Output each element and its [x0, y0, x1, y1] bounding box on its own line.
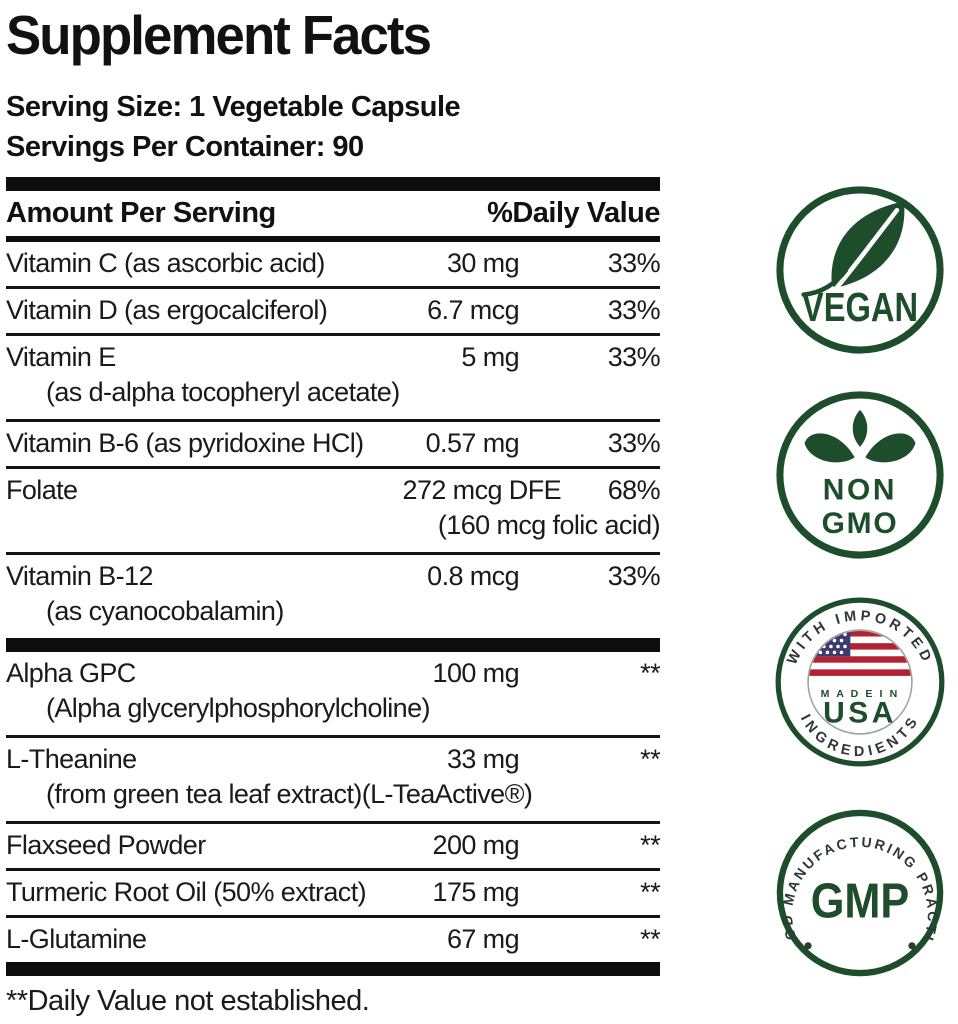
nutrient-amount: 5 mg: [461, 342, 519, 372]
table-row: Vitamin C (as ascorbic acid) 30 mg 33%: [6, 242, 661, 286]
nutrient-name: Vitamin D (as ergocalciferol): [6, 295, 328, 325]
gmp-badge: GOOD MANUFACTURING PRACTICE GMP: [772, 805, 948, 981]
table-header: Amount Per Serving %Daily Value: [6, 191, 660, 236]
nutrient-subline: (as d-alpha tocopheryl acetate): [46, 377, 400, 407]
nutrient-dv: 33%: [607, 295, 661, 325]
nutrient-amount: 175 mg: [432, 877, 520, 907]
serving-size: Serving Size: 1 Vegetable Capsule: [6, 91, 461, 123]
non-gmo-label-line2: GMO: [822, 507, 899, 540]
nutrient-name: L-Glutamine: [6, 924, 147, 954]
non-gmo-label-line1: NON: [823, 474, 897, 507]
nutrient-dv: **: [640, 744, 660, 774]
nutrient-dv: 33%: [607, 342, 661, 372]
nutrient-name: Vitamin E: [6, 342, 116, 372]
made-in-label: M A D E I N: [821, 688, 900, 700]
sprout-icon: [804, 409, 916, 463]
table-row: Vitamin D (as ergocalciferol) 6.7 mcg 33…: [6, 286, 661, 333]
nutrient-dv: 33%: [607, 561, 661, 591]
nutrient-subline: (from green tea leaf extract)(L-TeaActiv…: [46, 779, 533, 809]
nutrient-dv: **: [640, 658, 660, 688]
divider-medium-header: [6, 236, 660, 242]
nutrient-name: L-Theanine: [6, 744, 137, 774]
daily-value-footnote: **Daily Value not established.: [6, 985, 370, 1017]
servings-per-container: Servings Per Container: 90: [6, 131, 364, 163]
table-row: Alpha GPC 100 mg ** (Alpha glycerylphosp…: [6, 652, 661, 735]
made-in-usa-badge: WITH IMPORTED INGREDIENTS M A D E I N US…: [772, 594, 948, 770]
nutrient-amount: 0.57 mg: [425, 428, 520, 458]
divider-thick-middle: [6, 638, 660, 652]
nutrient-amount: 6.7 mcg: [427, 295, 519, 325]
gmp-badge-icon: GOOD MANUFACTURING PRACTICE GMP: [772, 805, 944, 977]
nutrient-name: Folate: [6, 475, 78, 505]
table-row: L-Theanine 33 mg ** (from green tea leaf…: [6, 735, 661, 821]
vegan-badge: VEGAN: [772, 182, 948, 358]
nutrient-amount: 67 mg: [446, 924, 520, 954]
header-daily-value: %Daily Value: [487, 197, 660, 229]
divider-thick-top: [6, 177, 660, 191]
nutrient-name: Vitamin B-6 (as pyridoxine HCl): [6, 428, 364, 458]
nutrient-amount: 0.8 mcg: [427, 561, 519, 591]
nutrient-dv: 68%: [607, 475, 661, 505]
table-row: Vitamin B-12 0.8 mcg 33% (as cyanocobala…: [6, 552, 661, 638]
table-row: Turmeric Root Oil (50% extract) 175 mg *…: [6, 868, 661, 915]
nutrient-name: Vitamin B-12: [6, 561, 153, 591]
nutrient-amount: 30 mg: [446, 248, 520, 278]
nutrient-amount: 100 mg: [432, 658, 520, 688]
nutrient-dv: **: [640, 877, 660, 907]
non-gmo-badge-icon: NON GMO: [776, 391, 944, 559]
gmp-dot-left: [804, 942, 812, 950]
nutrient-dv: **: [640, 924, 660, 954]
nutrient-name: Alpha GPC: [6, 658, 136, 688]
usa-label: USA: [823, 696, 897, 729]
table-row: L-Glutamine 67 mg **: [6, 915, 661, 962]
nutrient-amount: 200 mg: [432, 830, 520, 860]
nutrient-name: Vitamin C (as ascorbic acid): [6, 248, 325, 278]
vegan-badge-icon: VEGAN: [776, 186, 944, 354]
table-row: Vitamin B-6 (as pyridoxine HCl) 0.57 mg …: [6, 419, 661, 466]
made-in-usa-badge-icon: WITH IMPORTED INGREDIENTS M A D E I N US…: [775, 597, 945, 767]
nutrient-name: Flaxseed Powder: [6, 830, 206, 860]
gmp-dot-right: [908, 942, 916, 950]
nutrient-table: Vitamin C (as ascorbic acid) 30 mg 33% V…: [6, 242, 661, 1018]
nutrient-amount: 272 mcg DFE: [402, 475, 562, 505]
page-title: Supplement Facts: [6, 4, 432, 66]
table-row: Folate 272 mcg DFE 68% (160 mcg folic ac…: [6, 466, 661, 552]
nutrient-dv: 33%: [607, 428, 661, 458]
leaf-icon: [801, 201, 905, 297]
header-amount-per-serving: Amount Per Serving: [6, 197, 276, 229]
nutrient-subline: (160 mcg folic acid): [437, 510, 661, 540]
table-row: Vitamin E 5 mg 33% (as d-alpha tocophery…: [6, 333, 661, 419]
vegan-label: VEGAN: [802, 284, 918, 330]
nutrient-dv: 33%: [607, 248, 661, 278]
supplement-facts-panel: Supplement Facts Serving Size: 1 Vegetab…: [6, 4, 661, 1018]
nutrient-subline: (as cyanocobalamin): [46, 596, 284, 626]
table-row: Flaxseed Powder 200 mg **: [6, 821, 661, 868]
non-gmo-badge: NON GMO: [772, 387, 948, 563]
nutrient-amount: 33 mg: [446, 744, 520, 774]
divider-thick-bottom: [6, 962, 660, 976]
nutrient-subline: (Alpha glycerylphosphorylcholine): [46, 693, 431, 723]
nutrient-dv: **: [640, 830, 660, 860]
gmp-label: GMP: [811, 874, 910, 929]
nutrient-name: Turmeric Root Oil (50% extract): [6, 877, 367, 907]
